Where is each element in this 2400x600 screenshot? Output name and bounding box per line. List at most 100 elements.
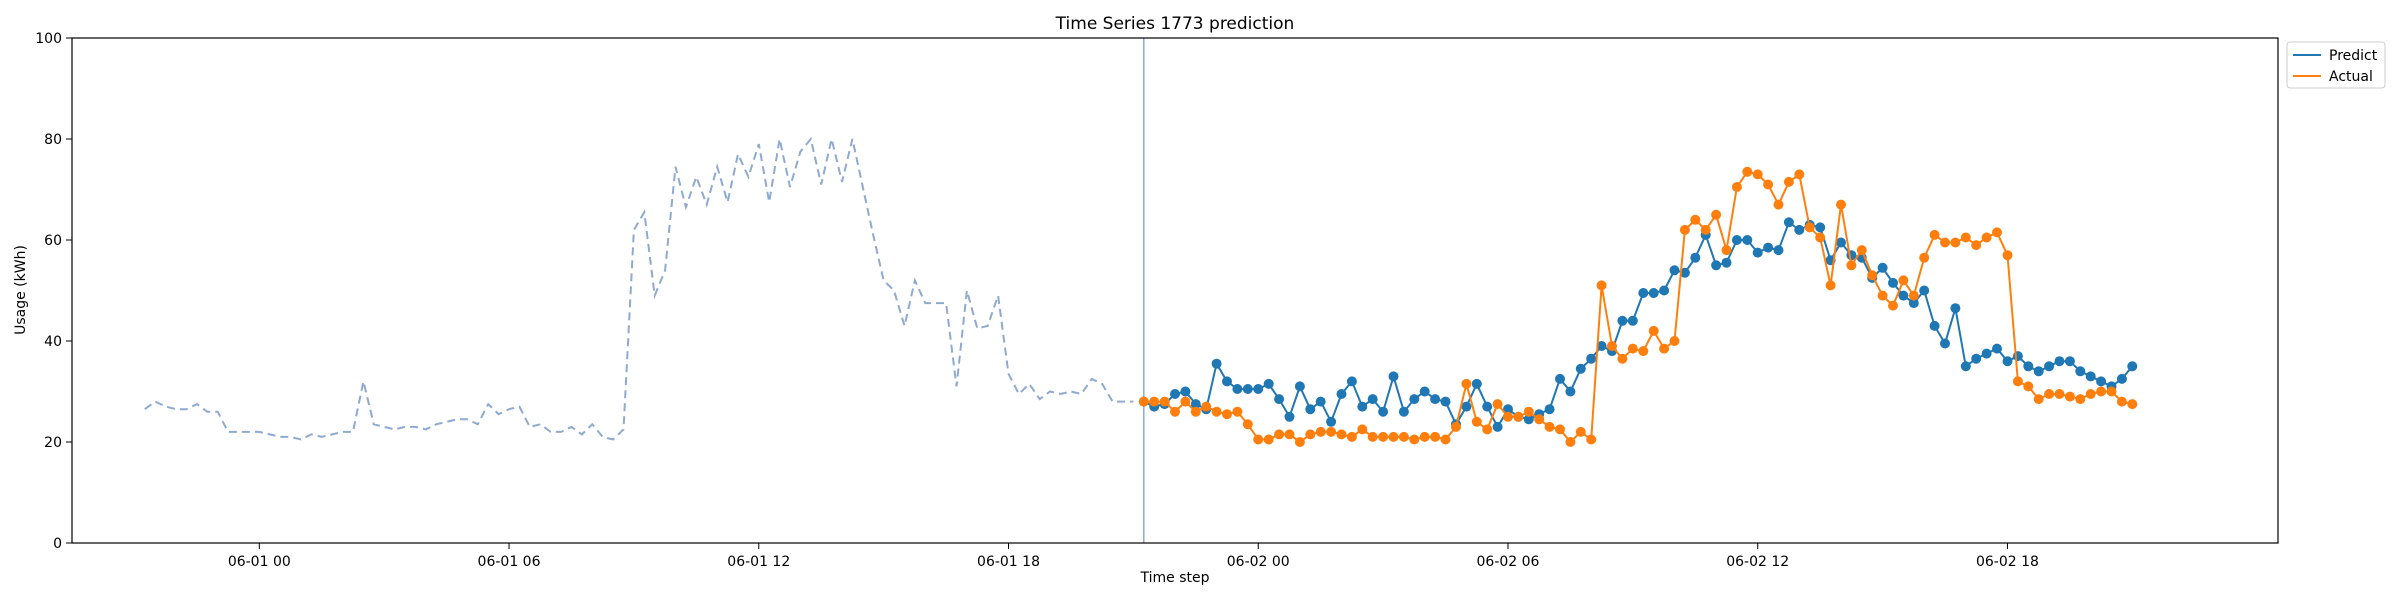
predict-point xyxy=(1232,384,1243,394)
predict-point xyxy=(1170,389,1180,399)
predict-point xyxy=(1763,242,1774,253)
actual-point xyxy=(1690,214,1701,225)
plot-frame xyxy=(71,37,2279,544)
predict-point xyxy=(2116,373,2127,384)
actual-point xyxy=(1877,290,1888,301)
actual-point xyxy=(2127,399,2138,410)
actual-point xyxy=(1180,396,1191,407)
predict-point xyxy=(1367,394,1378,405)
predict-point xyxy=(1440,396,1451,407)
actual-point xyxy=(1992,227,2002,238)
chart-title: Time Series 1773 prediction xyxy=(1055,14,1295,34)
y-axis-label: Usage (kWh) xyxy=(13,245,29,335)
predict-point xyxy=(1263,378,1274,389)
predict-point xyxy=(1815,222,1826,233)
actual-point xyxy=(1846,260,1857,271)
predict-point xyxy=(1482,401,1493,412)
predict-point xyxy=(1971,353,1982,364)
actual-point xyxy=(1700,224,1711,235)
predict-point xyxy=(1294,381,1305,392)
predict-point xyxy=(1919,285,1930,296)
actual-point xyxy=(1815,232,1826,243)
predict-point xyxy=(2044,361,2055,372)
predict-point xyxy=(1898,290,1909,301)
actual-point xyxy=(1940,237,1950,248)
x-tick-label: 06-02 18 xyxy=(1976,554,2039,570)
predict-point xyxy=(1731,235,1742,245)
actual-point xyxy=(1711,209,1722,220)
predict-point xyxy=(1586,353,1597,364)
history-line xyxy=(144,136,1134,441)
actual-point xyxy=(1430,431,1441,442)
predict-point xyxy=(2096,376,2107,387)
actual-point xyxy=(1898,275,1909,286)
actual-point xyxy=(1242,419,1253,430)
actual-point xyxy=(1596,280,1607,291)
predict-point xyxy=(1638,288,1649,298)
predict-point xyxy=(1544,404,1555,415)
predict-point xyxy=(1960,361,1971,372)
y-tick-label: 20 xyxy=(44,435,62,451)
actual-point xyxy=(2012,376,2023,387)
y-tick-label: 80 xyxy=(44,132,62,148)
actual-point xyxy=(1648,325,1659,336)
actual-point xyxy=(1222,409,1232,420)
predict-point xyxy=(1503,404,1513,415)
actual-point xyxy=(1503,411,1513,422)
predict-point xyxy=(1711,260,1722,271)
actual-point xyxy=(1336,429,1347,440)
actual-point xyxy=(1565,437,1576,447)
actual-point xyxy=(2033,394,2044,405)
predict-point xyxy=(1190,399,1201,410)
actual-point xyxy=(2085,389,2096,399)
x-axis-label: Time step xyxy=(1140,570,1210,586)
predict-point xyxy=(1742,235,1753,245)
actual-point xyxy=(1471,416,1482,427)
predict-point xyxy=(1461,401,1472,412)
predict-point xyxy=(1721,257,1732,268)
actual-point xyxy=(2106,386,2117,397)
actual-point xyxy=(2002,250,2013,261)
actual-point xyxy=(1971,240,1982,251)
predict-point xyxy=(1326,416,1337,427)
legend-label-predict: Predict xyxy=(2329,48,2378,64)
actual-point xyxy=(1190,406,1201,417)
predict-point xyxy=(1596,341,1607,351)
actual-point xyxy=(2064,391,2075,402)
predict-point xyxy=(1836,237,1846,248)
actual-point xyxy=(1544,421,1555,432)
actual-point xyxy=(2044,389,2055,399)
actual-point xyxy=(1534,414,1545,425)
actual-point xyxy=(1929,229,1940,240)
predict-point xyxy=(1908,298,1919,309)
actual-point xyxy=(1981,232,1992,243)
predict-point xyxy=(1627,315,1638,326)
actual-point xyxy=(1575,426,1586,437)
predict-point xyxy=(1253,384,1264,394)
predict-point xyxy=(1669,265,1680,276)
predict-point xyxy=(2002,356,2013,367)
predict-point xyxy=(2064,356,2075,367)
x-tick-label: 06-01 18 xyxy=(977,554,1040,570)
predict-point xyxy=(1242,384,1253,394)
actual-point xyxy=(1804,222,1815,233)
predict-point xyxy=(1679,267,1690,278)
actual-point xyxy=(1201,401,1212,412)
predict-point xyxy=(1565,386,1576,397)
actual-point xyxy=(1492,399,1503,410)
actual-point xyxy=(1888,300,1898,311)
actual-point xyxy=(1752,169,1763,180)
predict-point xyxy=(1211,358,1222,369)
actual-point xyxy=(1263,434,1274,445)
y-tick-label: 100 xyxy=(35,31,62,47)
x-tick-label: 06-02 06 xyxy=(1477,554,1540,570)
predict-point xyxy=(2012,351,2023,362)
actual-point xyxy=(1211,406,1222,417)
predict-point xyxy=(1430,394,1441,405)
predict-point xyxy=(1180,386,1191,397)
actual-point xyxy=(1284,429,1295,440)
predict-point xyxy=(1409,394,1420,405)
predict-point xyxy=(1929,320,1940,331)
